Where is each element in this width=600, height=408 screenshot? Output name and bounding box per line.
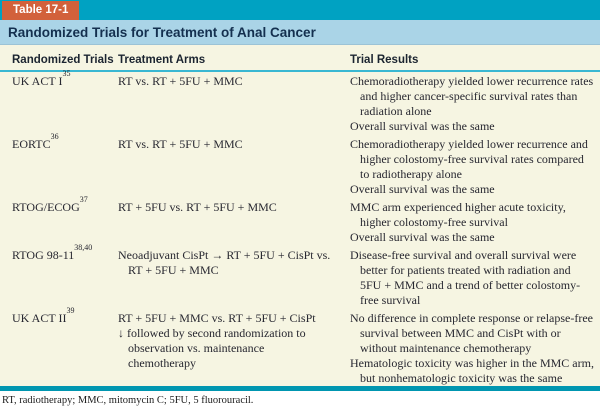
trial-name: RTOG 98-11: [12, 248, 75, 262]
table-number-label: Table 17-1: [13, 4, 69, 16]
table-footnote: RT, radiotherapy; MMC, mitomycin C; 5FU,…: [0, 391, 600, 407]
trial-results-cell: Chemoradiotherapy yielded lower recurren…: [350, 74, 600, 134]
treatment-arm-text: RT vs. RT + 5FU + MMC: [118, 74, 243, 88]
table-title: Randomized Trials for Treatment of Anal …: [8, 25, 316, 40]
trial-result-text: Chemoradiotherapy yielded lower recurren…: [350, 137, 588, 181]
table-header-row: Randomized Trials Treatment Arms Trial R…: [0, 45, 600, 72]
trial-result-text: Overall survival was the same: [350, 119, 495, 133]
treatment-arms-cell: RT + 5FU vs. RT + 5FU + MMC: [118, 200, 350, 245]
treatment-arm-text: ↓ followed by second randomization to ob…: [118, 326, 306, 370]
trial-results-cell: MMC arm experienced higher acute toxicit…: [350, 200, 600, 245]
column-header-trial-results: Trial Results: [350, 54, 419, 66]
treatment-arms-cell: RT vs. RT + 5FU + MMC: [118, 137, 350, 197]
top-teal-band: Table 17-1: [0, 0, 600, 20]
trial-result-text: Chemoradiotherapy yielded lower recurren…: [350, 74, 594, 118]
table-title-bar: Randomized Trials for Treatment of Anal …: [0, 20, 600, 45]
table-row: RTOG/ECOG37 RT + 5FU vs. RT + 5FU + MMC …: [0, 196, 600, 246]
trial-name-cell: EORTC36: [0, 133, 118, 197]
trial-result-text: Disease-free survival and overall surviv…: [350, 248, 581, 307]
reference-superscript: 39: [66, 306, 75, 315]
treatment-arm-text: RT + 5FU vs. RT + 5FU + MMC: [118, 200, 277, 214]
trial-name-cell: RTOG/ECOG37: [0, 196, 118, 245]
trial-result-text: MMC arm experienced higher acute toxicit…: [350, 200, 566, 229]
table-row: RTOG 98-1138,40 Neoadjuvant CisPt → RT +…: [0, 244, 600, 309]
trial-name-cell: UK ACT II39: [0, 307, 118, 386]
bottom-teal-rule: [0, 386, 600, 391]
reference-superscript: 38,40: [74, 243, 93, 252]
trial-name-cell: UK ACT I35: [0, 70, 118, 134]
trial-result-text: No difference in complete response or re…: [350, 311, 593, 355]
trial-results-cell: Chemoradiotherapy yielded lower recurren…: [350, 137, 600, 197]
trial-results-cell: No difference in complete response or re…: [350, 311, 600, 386]
reference-superscript: 35: [62, 69, 71, 78]
trial-name: EORTC: [12, 137, 51, 151]
trial-name: RTOG/ECOG: [12, 200, 80, 214]
reference-superscript: 36: [50, 132, 59, 141]
column-header-randomized-trials: Randomized Trials: [12, 54, 114, 66]
treatment-arm-text: RT + 5FU + MMC vs. RT + 5FU + CisPt: [118, 311, 316, 325]
treatment-arms-cell: RT vs. RT + 5FU + MMC: [118, 74, 350, 134]
table-row: EORTC36 RT vs. RT + 5FU + MMC Chemoradio…: [0, 133, 600, 198]
treatment-arms-cell: Neoadjuvant CisPt → RT + 5FU + CisPt vs.…: [118, 248, 350, 308]
trial-result-text: Hematologic toxicity was higher in the M…: [350, 356, 594, 385]
trial-result-text: Overall survival was the same: [350, 182, 495, 196]
treatment-arms-cell: RT + 5FU + MMC vs. RT + 5FU + CisPt ↓ fo…: [118, 311, 350, 386]
trial-name: UK ACT I: [12, 74, 63, 88]
table-body: Randomized Trials Treatment Arms Trial R…: [0, 45, 600, 386]
table-row: UK ACT I35 RT vs. RT + 5FU + MMC Chemora…: [0, 70, 600, 135]
trial-result-text: Overall survival was the same: [350, 230, 495, 244]
table-row: UK ACT II39 RT + 5FU + MMC vs. RT + 5FU …: [0, 307, 600, 386]
reference-superscript: 37: [79, 195, 88, 204]
trial-name: UK ACT II: [12, 311, 67, 325]
treatment-arm-text: RT vs. RT + 5FU + MMC: [118, 137, 243, 151]
column-header-treatment-arms: Treatment Arms: [118, 54, 206, 66]
treatment-arm-text: Neoadjuvant CisPt → RT + 5FU + CisPt vs.…: [118, 248, 331, 277]
trial-results-cell: Disease-free survival and overall surviv…: [350, 248, 600, 308]
table-number-tab: Table 17-1: [2, 1, 80, 20]
trial-name-cell: RTOG 98-1138,40: [0, 244, 118, 308]
